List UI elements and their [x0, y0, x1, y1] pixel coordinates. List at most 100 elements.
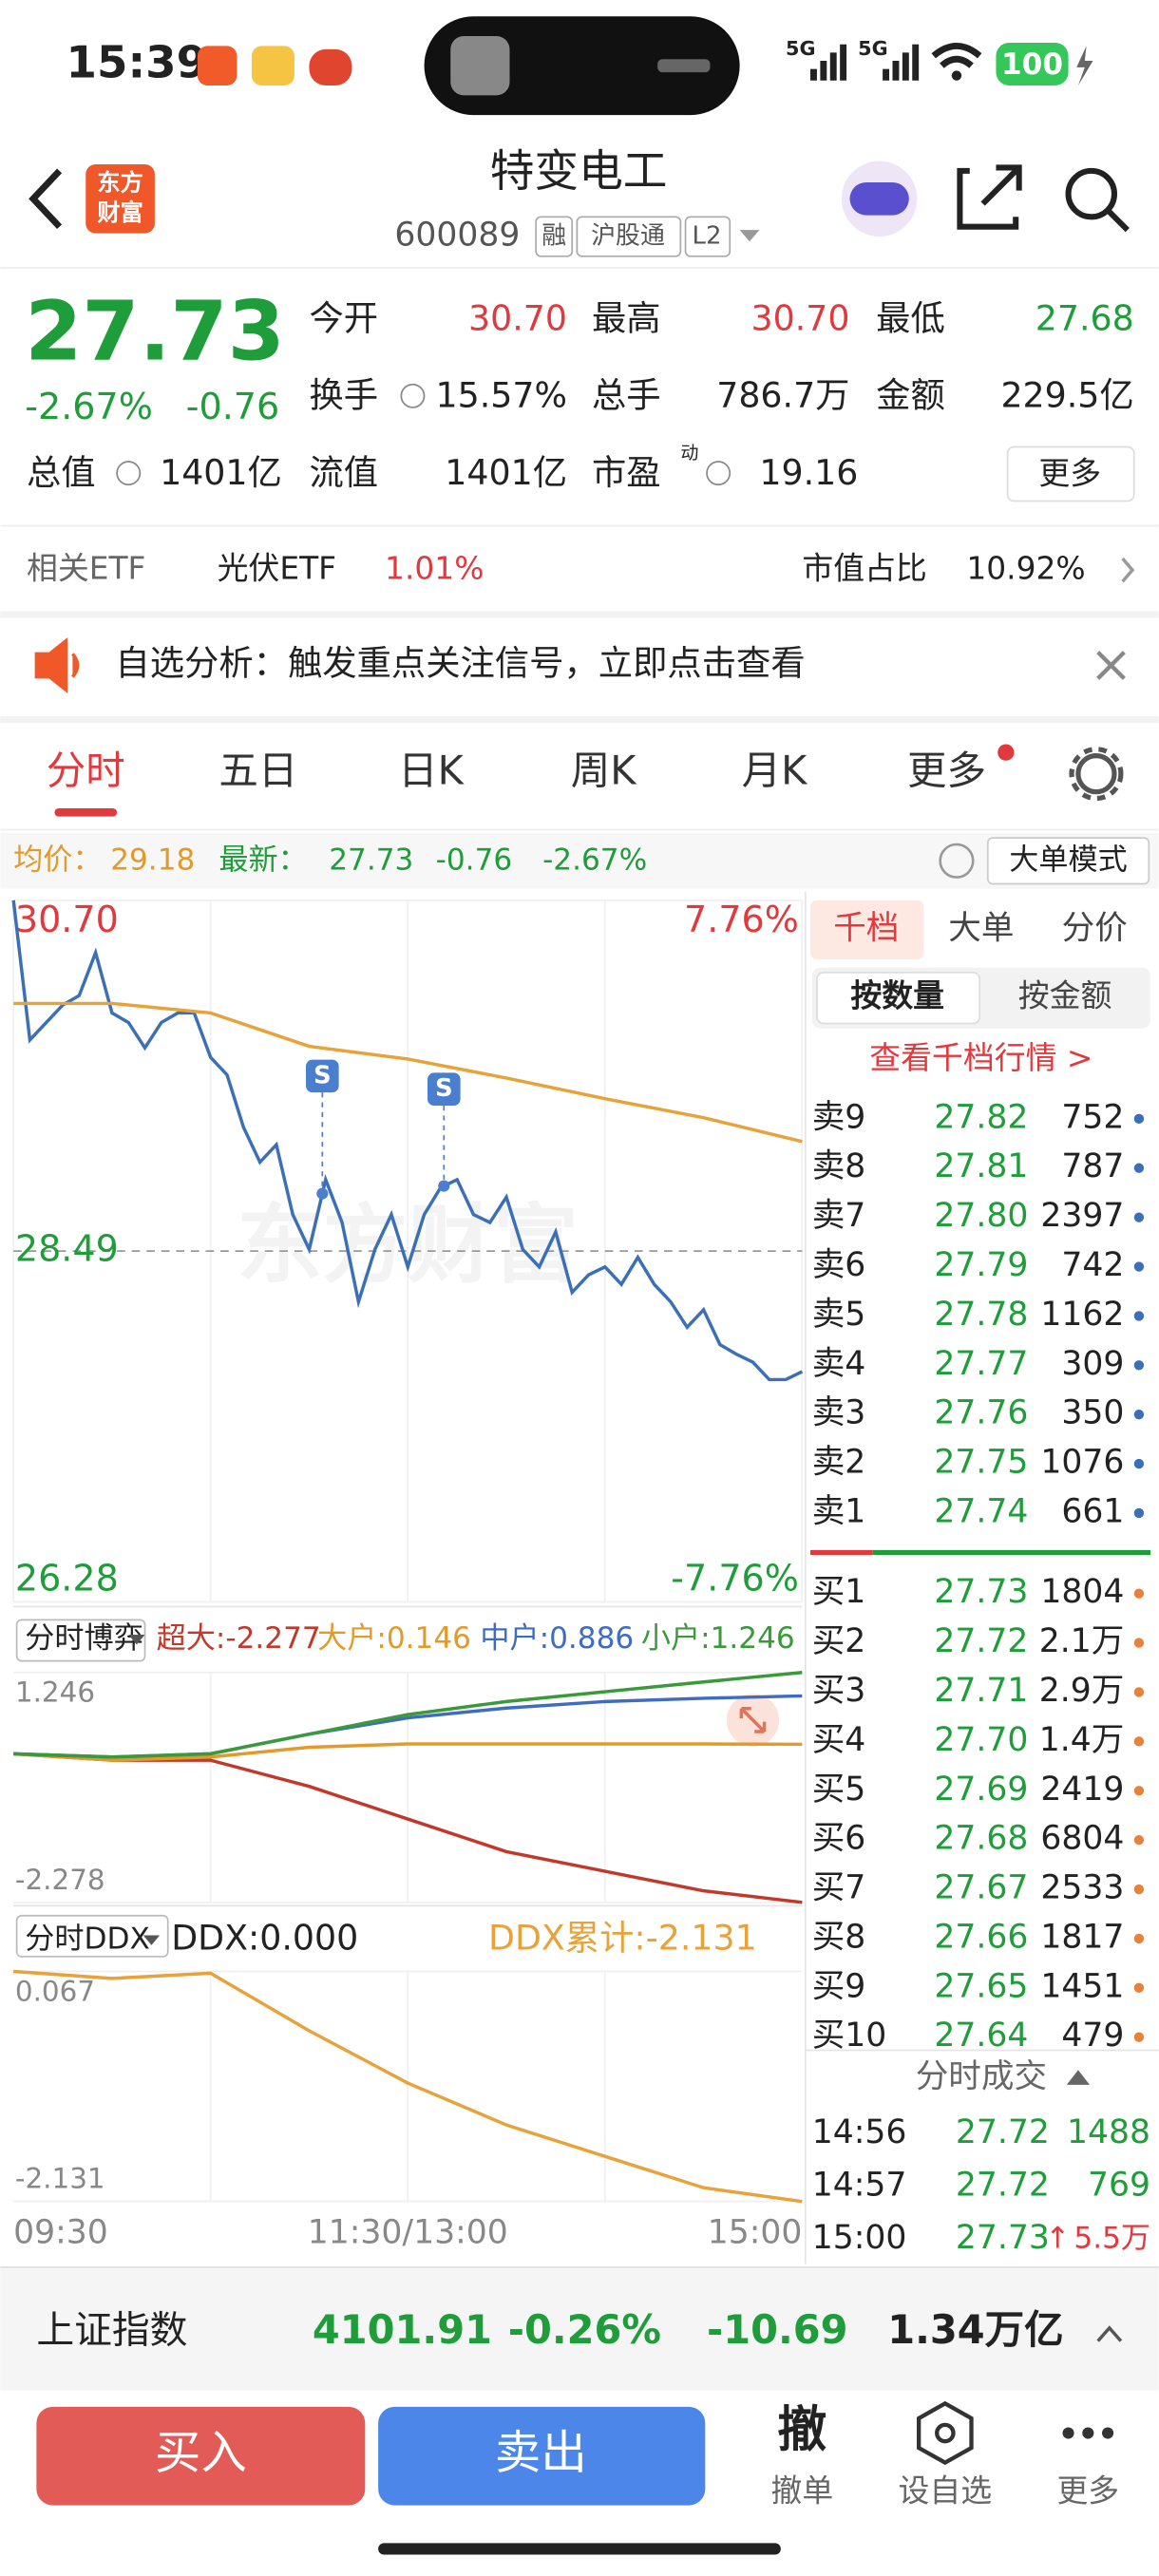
collapse-arrow	[1066, 2070, 1091, 2085]
field-label: 最低	[876, 297, 945, 338]
field-value: 15.57%	[436, 375, 567, 416]
y-tick-label: -2.131	[15, 2163, 105, 2195]
field-value: 786.7万	[716, 375, 849, 416]
more-label[interactable]: 更多	[1056, 2472, 1119, 2509]
book-level: 买9	[812, 1967, 866, 2005]
tab[interactable]: 分时	[47, 748, 125, 794]
field-label: 市盈	[592, 452, 661, 493]
book-level: 卖7	[812, 1197, 866, 1235]
book-dot	[1133, 1458, 1145, 1469]
cancel-icon[interactable]: 撤	[777, 2402, 826, 2459]
field-label: 总手	[592, 375, 661, 416]
info-icon	[706, 461, 732, 486]
buy-button[interactable]	[36, 2406, 366, 2506]
legend-entry: DDX累计:-2.131	[488, 1918, 757, 1959]
app-logo	[86, 163, 155, 234]
etf-name[interactable]: 光伏ETF	[218, 550, 336, 587]
tab[interactable]: 日K	[398, 748, 466, 794]
tab[interactable]: 五日	[218, 748, 297, 794]
buy-label[interactable]: 买入	[155, 2427, 247, 2480]
mode-option[interactable]: 按数量	[850, 976, 944, 1013]
book-dot	[1133, 1786, 1145, 1796]
series-line	[13, 1742, 803, 1762]
watchlist-label[interactable]: 设自选	[899, 2472, 993, 2509]
more-icon	[1102, 2427, 1114, 2439]
indicator-selector[interactable]	[15, 1914, 169, 1958]
signal-badge[interactable]	[428, 1072, 461, 1107]
island-thumbnail	[450, 36, 510, 96]
tag-box	[576, 216, 682, 257]
book-level: 卖8	[812, 1147, 866, 1185]
book-tab[interactable]: 千档	[833, 909, 899, 947]
series-line	[13, 1001, 803, 1144]
cancel-label[interactable]: 撤单	[771, 2472, 834, 2509]
signal-bars	[912, 44, 920, 81]
tab[interactable]: 周K	[571, 748, 638, 794]
stock-code: 600089	[394, 217, 520, 255]
tab[interactable]: 更多	[907, 748, 986, 794]
book-level: 买6	[812, 1820, 866, 1858]
help-icon[interactable]	[939, 843, 975, 879]
book-tab[interactable]: 大单	[948, 909, 1014, 947]
settings-button[interactable]	[1075, 753, 1117, 795]
logo-text: 财富	[97, 199, 142, 226]
book-price: 27.67	[934, 1869, 1028, 1907]
field-value: 1401亿	[445, 452, 567, 493]
y-tick-label: -2.278	[15, 1864, 105, 1896]
tag-box	[535, 216, 574, 257]
signal-label[interactable]: S	[435, 1074, 453, 1103]
book-price: 27.69	[934, 1771, 1028, 1809]
indicator-name[interactable]: 分时博弈	[25, 1621, 143, 1656]
book-level: 卖4	[812, 1345, 866, 1383]
more-button-label[interactable]: 更多	[1038, 454, 1101, 491]
more-button[interactable]	[1006, 445, 1135, 502]
legend-entry: 小户:1.246	[641, 1621, 795, 1656]
index-amount: 1.34万亿	[887, 2306, 1063, 2353]
indicator-name[interactable]: 分时DDX	[25, 1923, 150, 1957]
back-button[interactable]	[28, 168, 63, 230]
signal-label[interactable]: S	[314, 1061, 332, 1089]
search-button[interactable]	[1065, 167, 1118, 220]
book-tab[interactable]: 分价	[1062, 909, 1128, 947]
latest-label: 最新：	[218, 843, 307, 877]
notice-text[interactable]: 自选分析：触发重点关注信号，立即点击查看	[115, 642, 805, 683]
assistant-avatar	[849, 181, 909, 216]
share-button[interactable]	[957, 164, 1022, 230]
close-button[interactable]	[1096, 651, 1126, 680]
signal-badge[interactable]	[306, 1059, 339, 1093]
change-percent: -2.67%	[25, 386, 153, 427]
book-price: 27.72	[934, 1622, 1028, 1660]
index-name: 上证指数	[36, 2309, 187, 2353]
indicator-selector[interactable]	[15, 1619, 146, 1662]
book-level: 买1	[812, 1573, 866, 1611]
legend-value: 0.886	[549, 1621, 634, 1656]
mode-option[interactable]: 按金额	[1018, 976, 1112, 1013]
tab-underline	[54, 807, 118, 817]
index-change: -10.69	[707, 2306, 847, 2353]
signal-dot	[438, 1180, 450, 1192]
mode-active	[816, 972, 981, 1025]
tag-box	[684, 216, 732, 257]
sell-button[interactable]	[378, 2406, 706, 2506]
selector-arrow	[128, 1634, 145, 1645]
expand-arrow[interactable]	[1096, 2325, 1123, 2342]
field-value: 19.16	[759, 452, 858, 493]
book-link[interactable]: 查看千档行情 >	[869, 1039, 1092, 1076]
more-icon[interactable]	[1062, 2427, 1114, 2439]
y-tick-label: 28.49	[15, 1228, 119, 1270]
mode-button[interactable]	[986, 837, 1150, 885]
signal-bars	[829, 52, 837, 81]
sell-label[interactable]: 卖出	[495, 2427, 587, 2480]
mode-button-label[interactable]: 大单模式	[1009, 843, 1128, 877]
signal-bars	[883, 44, 920, 81]
book-dot	[1133, 1834, 1145, 1846]
tab[interactable]: 月K	[742, 748, 809, 794]
change-amount: -0.76	[186, 386, 279, 427]
selector-arrow	[142, 1935, 161, 1945]
book-volume: 309	[1061, 1345, 1124, 1383]
watchlist-icon[interactable]	[916, 2400, 974, 2466]
legend-entry: 大户:0.146	[317, 1621, 471, 1656]
book-price: 27.81	[934, 1147, 1028, 1185]
watchlist-icon	[935, 2422, 956, 2444]
book-dot	[1133, 1507, 1145, 1519]
